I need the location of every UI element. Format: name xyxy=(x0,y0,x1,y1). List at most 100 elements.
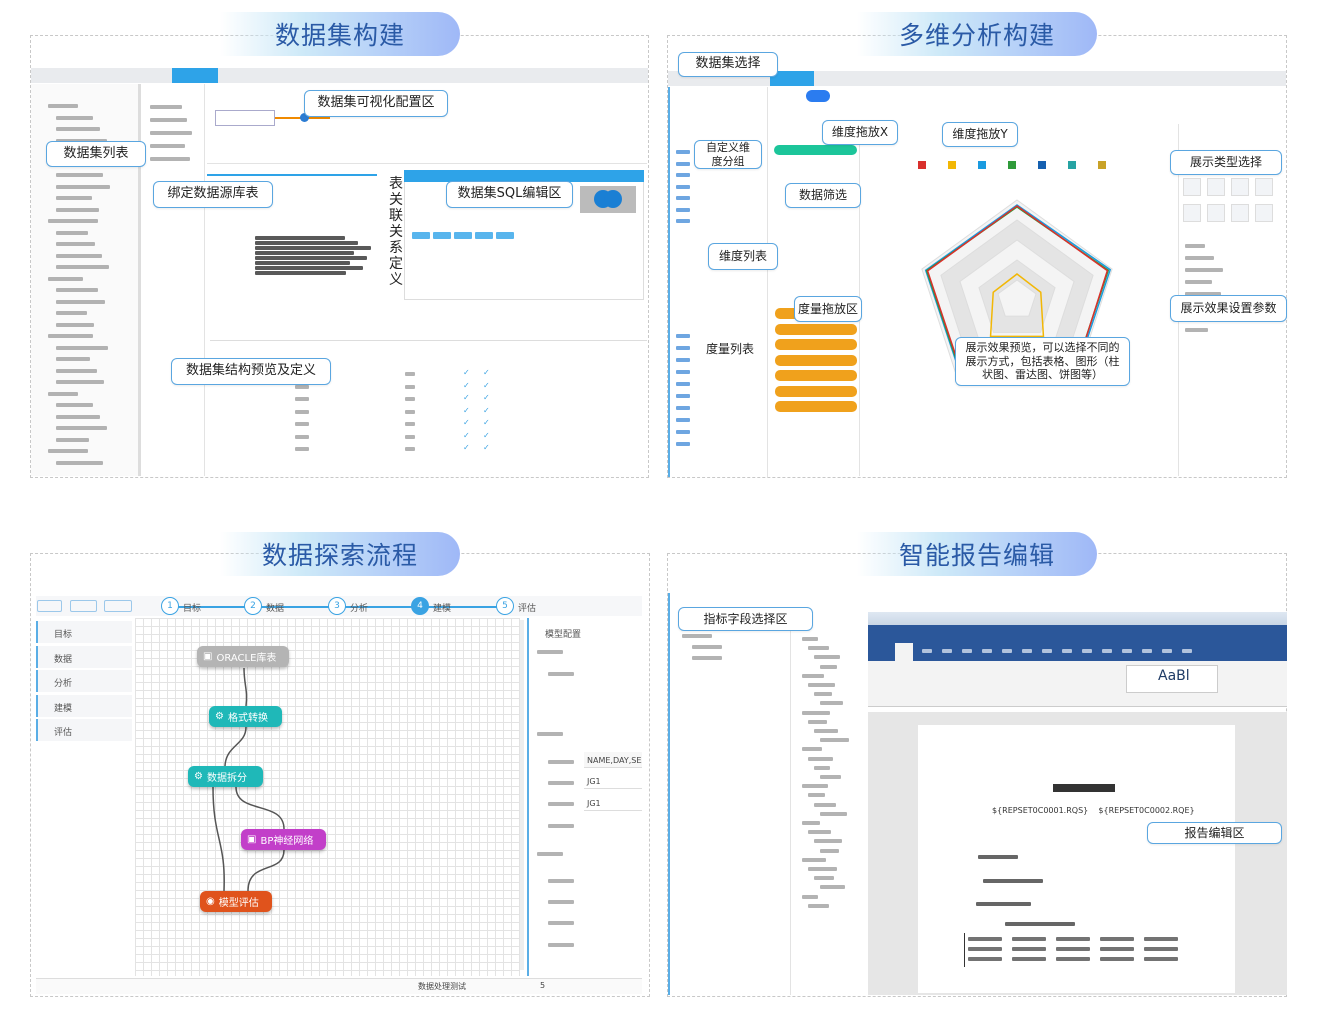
check-icon: ✓ xyxy=(463,405,470,415)
structure-row-type xyxy=(405,422,415,426)
field-tree-row xyxy=(802,857,826,862)
status-bar xyxy=(36,978,642,994)
field-tree-row xyxy=(814,729,838,733)
style-gallery[interactable] xyxy=(1126,665,1218,693)
canvas-scrollbar[interactable] xyxy=(520,620,524,970)
ribbon-tab xyxy=(1122,649,1132,653)
back-button[interactable] xyxy=(70,600,97,612)
sidebar-item[interactable]: 分析 xyxy=(36,670,132,692)
sql-line xyxy=(255,236,345,240)
tree-row xyxy=(56,253,102,258)
save-button[interactable] xyxy=(37,600,62,612)
measure-pill xyxy=(775,401,857,412)
dimension-item xyxy=(676,150,690,154)
field-target[interactable]: JG1 xyxy=(584,773,642,789)
source-table-row xyxy=(150,157,190,161)
filter-button[interactable] xyxy=(806,90,830,102)
field-tree-row xyxy=(808,793,825,798)
tree-row xyxy=(56,368,97,373)
node-oracle[interactable]: ▣ ORACLE库表 xyxy=(197,646,289,667)
callout-chart-type: 展示类型选择 xyxy=(1170,150,1282,175)
tree-row xyxy=(56,265,109,269)
structure-row-name xyxy=(295,422,309,426)
dimension-item xyxy=(676,207,690,212)
multidim-active-tab[interactable] xyxy=(770,71,814,86)
node-split-label: 数据拆分 xyxy=(206,773,247,784)
report-title: 智能报告编辑 xyxy=(857,532,1097,576)
step-label: 建模 xyxy=(433,604,452,614)
check-icon: ✓ xyxy=(463,368,470,377)
node-split[interactable]: ⚙ 数据拆分 xyxy=(188,766,263,787)
label-measure-list: 度量列表 xyxy=(706,342,755,356)
visual-node-1[interactable] xyxy=(215,110,275,126)
callout-drop-y: 维度拖放Y xyxy=(942,122,1018,147)
step-circle[interactable]: 2 xyxy=(244,597,262,615)
chart-type-thumb xyxy=(1255,178,1273,196)
ribbon-tab xyxy=(922,649,932,653)
structure-row-name xyxy=(295,409,309,414)
node-eval[interactable]: ◉ 模型评估 xyxy=(200,891,272,912)
structure-row-type xyxy=(405,397,415,401)
relation-button xyxy=(475,232,493,239)
sql-line xyxy=(255,246,371,250)
radar-grid-ring xyxy=(997,279,1037,317)
chart-type-thumb xyxy=(1183,204,1201,222)
dataset-active-tab[interactable] xyxy=(172,68,218,83)
ribbon-tab xyxy=(1182,649,1192,653)
node-eval-label: 模型评估 xyxy=(218,898,259,909)
word-home-tab[interactable] xyxy=(895,643,913,661)
step-label: 目标 xyxy=(183,604,202,614)
step-circle[interactable]: 3 xyxy=(328,597,346,615)
connector-oracle-format xyxy=(243,667,248,707)
sidebar-item[interactable]: 评估 xyxy=(36,719,132,741)
field-input-columns[interactable]: NAME,DAY,SEX xyxy=(584,752,642,768)
chart-type-thumb xyxy=(1207,204,1225,222)
measure-item xyxy=(676,358,690,362)
legend-swatch xyxy=(1038,161,1046,169)
report-table xyxy=(964,933,1189,967)
field-tree-row xyxy=(814,692,832,697)
tree-row xyxy=(48,334,93,338)
ribbon-tab xyxy=(1022,649,1032,653)
run-button[interactable] xyxy=(104,600,132,612)
callout-filter: 数据筛选 xyxy=(785,183,861,208)
tree-row xyxy=(56,196,92,200)
radar-chart-preview xyxy=(921,199,1113,382)
field-tree-row xyxy=(808,719,827,724)
sidebar-item[interactable]: 建模 xyxy=(36,694,132,717)
report-vars: ${REPSET0C0001.RQS} ${REPSET0C0002.RQE} xyxy=(992,806,1195,815)
node-bp[interactable]: ▣ BP神经网络 xyxy=(241,829,326,850)
structure-row-name xyxy=(295,447,309,451)
chart-type-thumb xyxy=(1183,178,1201,196)
ribbon-tab xyxy=(982,649,992,653)
field-tree-row xyxy=(802,637,818,641)
tree-row xyxy=(48,276,83,281)
step-circle[interactable]: 5 xyxy=(496,597,514,615)
sql-line xyxy=(255,271,346,275)
field-output[interactable]: JG1 xyxy=(584,795,642,811)
legend-swatch xyxy=(948,161,956,169)
field-tree-row xyxy=(814,876,834,881)
process-canvas[interactable] xyxy=(135,618,520,976)
field-tree-row xyxy=(802,673,824,678)
callout-custom-group: 自定义维度分组 xyxy=(694,140,762,169)
sql-line xyxy=(255,251,354,255)
step-circle[interactable]: 4 xyxy=(411,597,429,615)
sidebar-item[interactable]: 数据 xyxy=(36,645,132,668)
tree-row xyxy=(56,288,98,292)
ribbon-tab xyxy=(1002,649,1012,653)
step-circle[interactable]: 1 xyxy=(161,597,179,615)
dimension-pill[interactable] xyxy=(774,145,857,155)
legend-swatch xyxy=(1008,161,1016,169)
visual-link-dot xyxy=(300,113,309,122)
field-tree-row xyxy=(820,775,841,779)
structure-table xyxy=(210,340,647,476)
multidim-title: 多维分析构建 xyxy=(857,12,1097,56)
sidebar-item[interactable]: 目标 xyxy=(36,621,132,643)
config-label xyxy=(537,732,563,736)
structure-row-type xyxy=(405,409,415,414)
tree-row xyxy=(56,460,103,465)
connector-split-bp xyxy=(235,786,285,830)
callout-field-select: 指标字段选择区 xyxy=(678,607,813,631)
node-format[interactable]: ⚙ 格式转换 xyxy=(209,706,282,727)
